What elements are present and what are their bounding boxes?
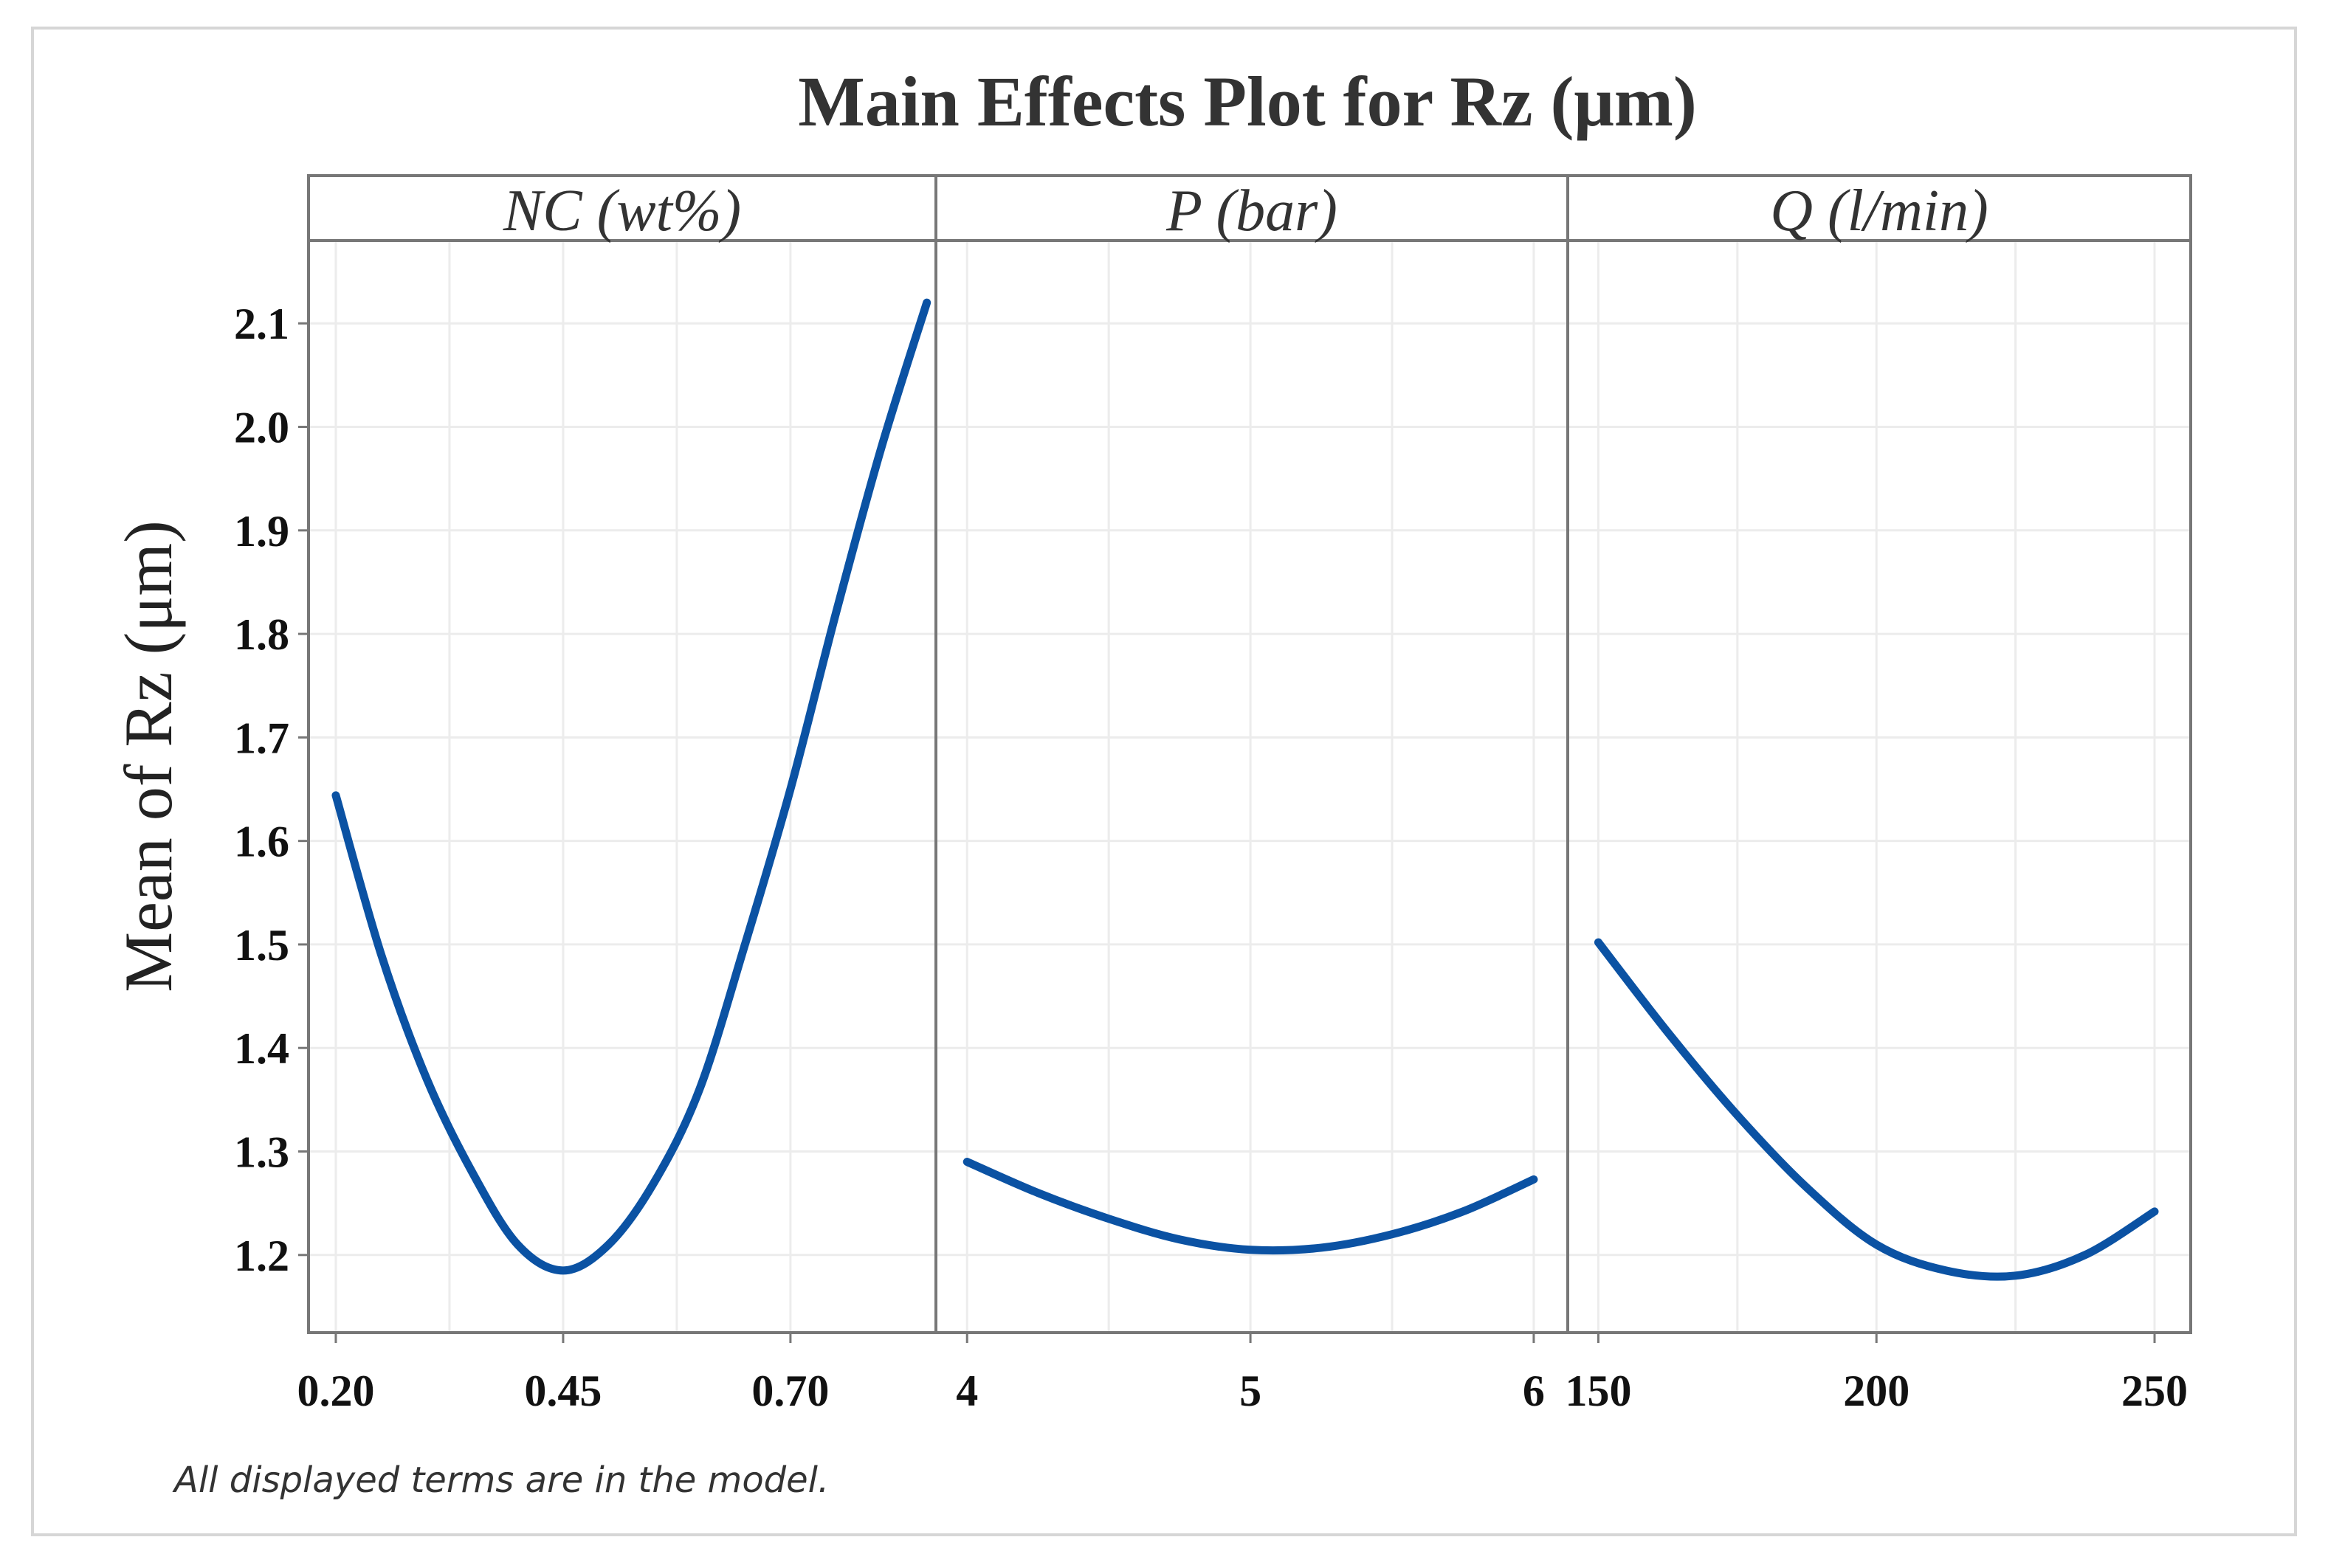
y-tick-label: 1.4	[234, 1024, 289, 1073]
main-effect-curve	[962, 1158, 1538, 1255]
main-effect-curve	[1594, 938, 2159, 1281]
y-tick-label: 1.9	[234, 507, 289, 556]
panel-border	[934, 174, 1569, 1334]
tick-label-layer: 1.2 1.3 1.4 1.5 1.6 1.7 1.8 1.9 2.0 2.1 0.20 0.45 0.…	[234, 300, 2188, 1415]
x-tick-label: 200	[1843, 1367, 1909, 1415]
x-tick-label: 0.70	[751, 1367, 829, 1415]
panel-border	[307, 174, 937, 1334]
x-tick-label: 0.20	[297, 1367, 374, 1415]
y-tick-label: 1.6	[234, 818, 289, 866]
y-tick-label: 1.5	[234, 921, 289, 970]
panel-strip-label: NC (wt%)	[503, 179, 741, 244]
x-tick-label: 6	[1523, 1367, 1545, 1415]
x-tick-label: 150	[1565, 1367, 1631, 1415]
grid-layer	[309, 241, 2191, 1333]
y-tick-label: 1.2	[234, 1232, 289, 1280]
y-tick-label: 1.3	[234, 1128, 289, 1177]
y-tick-label: 2.1	[234, 300, 289, 348]
x-tick-label: 250	[2121, 1367, 2188, 1415]
y-tick-label: 2.0	[234, 404, 289, 452]
y-tick-label: 1.7	[234, 714, 289, 762]
footnote: All displayed terms are in the model.	[172, 1460, 829, 1501]
chart-title: Main Effects Plot for Rz (μm)	[798, 62, 1697, 141]
x-tick-label: 4	[956, 1367, 978, 1415]
chart-frame	[31, 27, 2297, 1536]
panel-strip-label: P (bar)	[1165, 179, 1337, 244]
x-tick-label: 5	[1239, 1367, 1261, 1415]
panel-frame-layer: NC (wt%) P (bar) Q (l/min)	[307, 174, 2192, 1334]
y-tick-label: 1.8	[234, 610, 289, 659]
main-effect-curve	[331, 298, 931, 1275]
panel-strip-label: Q (l/min)	[1770, 179, 1988, 244]
y-axis-label: Mean of Rz (μm)	[111, 520, 186, 992]
curve-layer	[331, 298, 2159, 1281]
panel-border	[1566, 174, 2192, 1334]
x-tick-label: 0.45	[524, 1367, 602, 1415]
